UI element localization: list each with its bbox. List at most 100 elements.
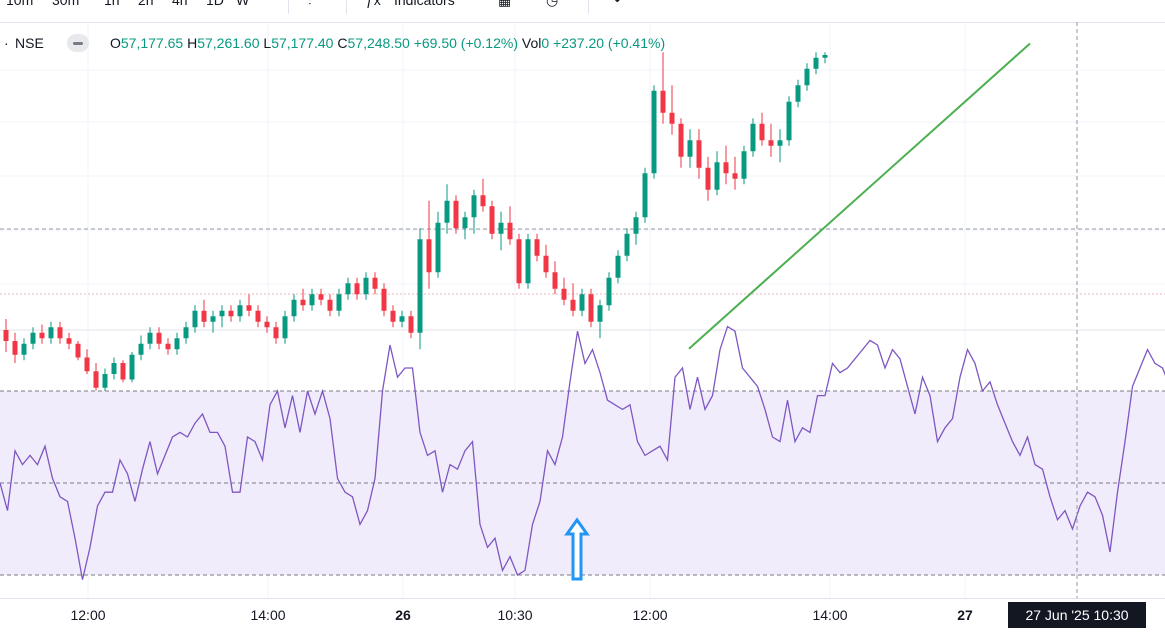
candle-body <box>264 321 270 328</box>
chart-type-icon[interactable]: ⫶ <box>308 0 312 8</box>
replay-icon[interactable]: ↶ <box>614 0 626 8</box>
top-toolbar: 10m 30m 1h 2h 4h 1D W ⫶ ƒx Indicators ▦ … <box>0 0 1165 23</box>
candle-body <box>660 90 666 113</box>
candle-body <box>48 327 54 339</box>
candle-body <box>75 343 81 358</box>
candle-body <box>120 363 126 380</box>
interval-1d[interactable]: 1D <box>206 0 224 8</box>
candle-body <box>291 299 297 317</box>
chart-canvas[interactable] <box>0 22 1165 598</box>
candle-body <box>759 123 765 141</box>
close-label: C <box>337 35 348 51</box>
close-value: 57,248.50 <box>347 35 410 51</box>
candle-body <box>426 239 432 273</box>
candle-body <box>39 332 45 339</box>
trendline <box>688 42 1031 350</box>
candle-body <box>381 288 387 311</box>
open-value: 57,177.65 <box>120 35 184 51</box>
candle-body <box>498 222 504 234</box>
time-tick-label: 12:00 <box>70 607 106 623</box>
candle-body <box>237 305 243 317</box>
candle-body <box>417 239 423 333</box>
toolbar-separator <box>588 0 589 14</box>
candle-body <box>300 299 306 306</box>
candle-body <box>138 343 144 355</box>
legend-dot-icon: · <box>4 35 9 51</box>
candle-body <box>390 310 396 322</box>
annotation-arrow-icon <box>564 517 590 581</box>
time-tick-label: 27 <box>957 607 973 623</box>
candle-body <box>543 255 549 273</box>
candle-body <box>372 277 378 289</box>
change-value: +69.50 (+0.12%) <box>413 35 518 51</box>
candle-body <box>489 206 495 234</box>
indicators-icon[interactable]: ƒx <box>366 0 381 8</box>
interval-30m[interactable]: 30m <box>52 0 80 8</box>
indicators-button[interactable]: Indicators <box>394 0 455 8</box>
interval-1h[interactable]: 1h <box>104 0 120 8</box>
candle-body <box>705 167 711 190</box>
time-tick-label: 14:00 <box>812 607 848 623</box>
candle-body <box>678 123 684 157</box>
interval-w[interactable]: W <box>236 0 250 8</box>
hide-series-icon[interactable] <box>67 34 89 52</box>
candle-body <box>3 330 9 341</box>
candle-body <box>525 239 531 284</box>
high-label: H <box>187 35 198 51</box>
candle-body <box>183 327 189 339</box>
candle-body <box>192 310 198 328</box>
candle-body <box>102 374 108 388</box>
candle-body <box>534 239 540 256</box>
alert-icon[interactable]: ◷ <box>546 0 559 8</box>
candle-body <box>408 316 414 333</box>
volume-label: Vol <box>521 35 542 51</box>
candle-body <box>255 310 261 322</box>
time-tick-label: 12:00 <box>632 607 668 623</box>
candle-body <box>318 294 324 300</box>
candle-body <box>615 255 621 278</box>
extra-change-value: +237.20 (+0.41%) <box>553 35 666 51</box>
high-value: 57,261.60 <box>197 35 260 51</box>
candle-body <box>723 162 729 174</box>
interval-4h[interactable]: 4h <box>172 0 188 8</box>
candle-body <box>480 195 486 207</box>
candle-body <box>714 162 720 190</box>
time-axis[interactable]: 12:00 14:00 26 10:30 12:00 14:00 27 <box>0 598 1165 635</box>
candle-body <box>606 277 612 306</box>
candle-body <box>147 332 153 344</box>
candle-body <box>732 173 738 179</box>
interval-10m[interactable]: 10m <box>6 0 34 8</box>
low-label: L <box>263 35 272 51</box>
candle-body <box>822 55 828 58</box>
candle-body <box>453 200 459 229</box>
candle-body <box>57 327 63 339</box>
candle-body <box>462 217 468 229</box>
volume-value: 0 <box>541 35 550 51</box>
time-tick-label: 14:00 <box>250 607 286 623</box>
interval-2h[interactable]: 2h <box>138 0 154 8</box>
toolbar-separator <box>288 0 289 14</box>
ohlc-values: O57,177.65 H57,261.60 L57,177.40 C57,248… <box>110 35 665 51</box>
rsi-line <box>0 325 1165 580</box>
templates-icon[interactable]: ▦ <box>498 0 512 8</box>
candle-body <box>579 294 585 311</box>
candle-body <box>84 357 90 372</box>
candle-body <box>750 123 756 152</box>
candle-body <box>165 343 171 350</box>
candle-body <box>111 363 117 374</box>
open-label: O <box>110 35 121 51</box>
candle-body <box>246 305 252 311</box>
candle-body <box>795 85 801 102</box>
candle-body <box>12 341 18 355</box>
candle-body <box>210 316 216 322</box>
candle-body <box>219 310 225 317</box>
candle-body <box>786 101 792 141</box>
candle-body <box>228 310 234 317</box>
candle-body <box>309 294 315 306</box>
candle-body <box>66 338 72 344</box>
candle-body <box>345 283 351 295</box>
candle-body <box>30 332 36 344</box>
candle-body <box>651 90 657 174</box>
symbol-exchange[interactable]: NSE <box>15 35 44 51</box>
candle-body <box>696 140 702 168</box>
